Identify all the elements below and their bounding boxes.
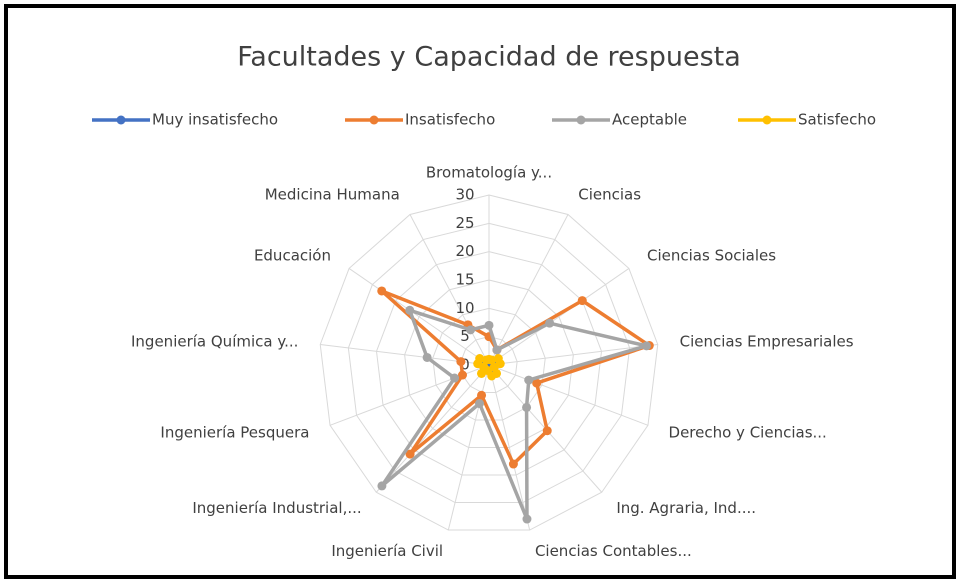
spoke bbox=[488, 214, 569, 366]
series-marker bbox=[477, 390, 487, 400]
spoke bbox=[409, 214, 490, 366]
category-label: Ciencias Contables... bbox=[535, 542, 692, 560]
series-marker bbox=[481, 355, 491, 365]
spoke bbox=[488, 344, 658, 366]
category-label: Ingeniería Química y... bbox=[131, 332, 298, 350]
series-marker bbox=[522, 402, 532, 412]
category-label: Ingeniería Pesquera bbox=[160, 424, 309, 442]
r-tick-label: 5 bbox=[460, 327, 470, 345]
series-marker bbox=[577, 296, 587, 306]
series-marker bbox=[405, 305, 415, 315]
r-tick-label: 0 bbox=[460, 356, 470, 374]
series-marker bbox=[484, 320, 494, 330]
spoke bbox=[488, 364, 531, 531]
category-label: Ingeniería Civil bbox=[331, 542, 443, 560]
grid-ring bbox=[375, 251, 603, 476]
series-marker bbox=[532, 378, 542, 388]
category-label: Bromatología y... bbox=[426, 164, 552, 182]
legend-label: Insatisfecho bbox=[405, 111, 495, 129]
series-marker bbox=[377, 286, 387, 296]
series-marker bbox=[542, 426, 552, 436]
chart-title: Facultades y Capacidad de respuesta bbox=[237, 42, 741, 73]
series-marker bbox=[456, 357, 466, 367]
spoke bbox=[488, 364, 649, 426]
r-tick-label: 15 bbox=[455, 271, 474, 289]
category-label: Ciencias bbox=[578, 185, 641, 203]
series-marker bbox=[405, 449, 415, 459]
grid-ring bbox=[432, 307, 546, 421]
legend-marker bbox=[762, 115, 772, 125]
legend-label: Aceptable bbox=[612, 111, 687, 129]
spoke bbox=[375, 364, 490, 493]
chart-frame bbox=[4, 4, 956, 579]
category-label: Ing. Agraria, Ind.... bbox=[616, 499, 756, 517]
category-label: Derecho y Ciencias... bbox=[669, 424, 827, 442]
series-marker bbox=[642, 341, 652, 351]
grid-ring bbox=[460, 336, 518, 394]
series-line bbox=[380, 308, 649, 521]
category-label: Ingeniería Industrial,... bbox=[192, 499, 361, 517]
series-marker bbox=[422, 352, 432, 362]
legend-marker bbox=[369, 115, 379, 125]
series-marker bbox=[524, 375, 534, 385]
series-marker bbox=[458, 370, 468, 380]
r-tick-label: 10 bbox=[455, 299, 474, 317]
series-marker bbox=[450, 373, 460, 383]
series-marker bbox=[466, 325, 476, 335]
series-marker bbox=[475, 354, 485, 364]
series-marker bbox=[492, 345, 502, 355]
category-label: Ciencias Sociales bbox=[647, 246, 776, 264]
grid-ring bbox=[347, 222, 631, 504]
legend-marker bbox=[116, 115, 126, 125]
series-marker bbox=[377, 481, 387, 491]
series-line bbox=[379, 289, 652, 466]
r-tick-label: 30 bbox=[455, 186, 474, 204]
legend-label: Muy insatisfecho bbox=[152, 111, 278, 129]
category-label: Educación bbox=[254, 246, 331, 264]
series-marker bbox=[475, 399, 485, 409]
category-label: Medicina Humana bbox=[265, 185, 400, 203]
series-marker bbox=[508, 459, 518, 469]
r-tick-label: 20 bbox=[455, 242, 474, 260]
spoke bbox=[348, 268, 490, 366]
spoke bbox=[488, 268, 630, 366]
grid-ring bbox=[319, 194, 659, 531]
r-tick-label: 25 bbox=[455, 214, 474, 232]
legend-label: Satisfecho bbox=[798, 111, 876, 129]
series-marker bbox=[522, 514, 532, 524]
legend-marker bbox=[576, 115, 586, 125]
category-label: Ciencias Empresariales bbox=[680, 332, 854, 350]
series-marker bbox=[545, 318, 555, 328]
